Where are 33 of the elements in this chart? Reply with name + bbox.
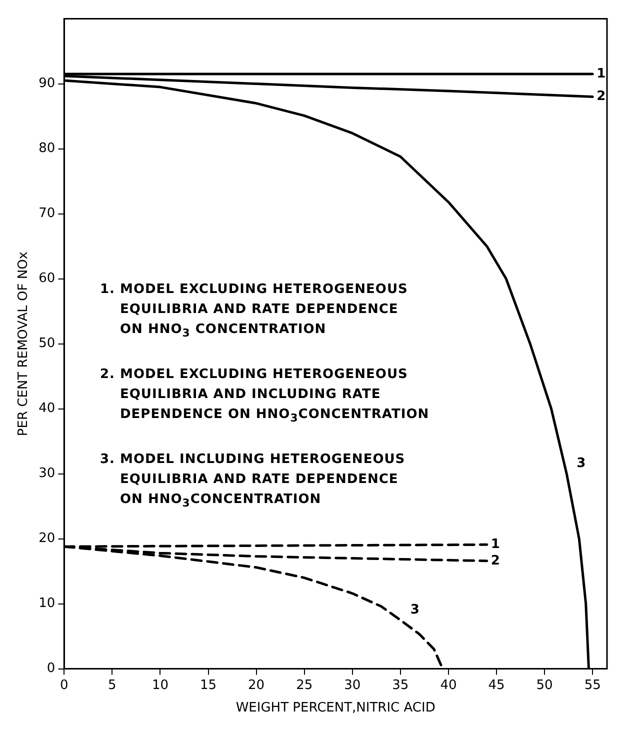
y-tick-label: 20 bbox=[38, 531, 56, 546]
y-tick-label: 50 bbox=[38, 336, 56, 352]
x-axis-title: WEIGHT PERCENT,NITRIC ACID bbox=[236, 700, 436, 716]
annotation: 2. MODEL EXCLUDING HETEROGENEOUS EQUILIBRIA AND INCLUDING RATE DEPENDENCE ON HNO$_{3}$CONCENTRATION bbox=[100, 366, 430, 427]
x-tick-label: 30 bbox=[344, 678, 361, 693]
series-label: 1 bbox=[596, 66, 606, 82]
y-tick-label: 60 bbox=[38, 271, 56, 286]
y-tick-label: 10 bbox=[38, 596, 56, 612]
y-tick-label: 80 bbox=[38, 141, 56, 156]
series-label: 3 bbox=[410, 602, 420, 618]
x-tick-label: 40 bbox=[440, 678, 457, 693]
x-tick-label: 35 bbox=[392, 678, 409, 693]
y-axis-title: PER CENT REMOVAL OF NOx bbox=[16, 251, 32, 436]
series-label: 2 bbox=[596, 89, 606, 104]
y-tick-label: 30 bbox=[38, 466, 56, 482]
y-tick-label: 90 bbox=[38, 76, 56, 92]
x-tick-label: 45 bbox=[488, 678, 505, 693]
series-label: 3 bbox=[576, 456, 586, 472]
x-tick-label: 50 bbox=[536, 678, 553, 693]
x-tick-label: 20 bbox=[248, 678, 265, 693]
x-tick-label: 10 bbox=[152, 678, 168, 693]
x-tick-label: 5 bbox=[108, 678, 116, 693]
series-label: 2 bbox=[490, 553, 500, 568]
y-tick-label: 70 bbox=[38, 206, 56, 222]
annotation: 1. MODEL EXCLUDING HETEROGENEOUS EQUILIBRIA AND RATE DEPENDENCE ON HNO$_{3}$ CONCENTRATION bbox=[100, 281, 409, 342]
y-tick-label: 0 bbox=[46, 661, 56, 676]
x-tick-label: 55 bbox=[584, 678, 601, 693]
x-tick-label: 0 bbox=[60, 678, 68, 693]
annotation: 3. MODEL INCLUDING HETEROGENEOUS EQUILIBRIA AND RATE DEPENDENCE ON HNO$_{3}$CONCENTRATION bbox=[100, 451, 406, 512]
y-tick-label: 40 bbox=[38, 401, 56, 416]
series-label: 1 bbox=[490, 537, 500, 552]
x-tick-label: 15 bbox=[200, 678, 217, 693]
x-tick-label: 25 bbox=[296, 678, 313, 693]
